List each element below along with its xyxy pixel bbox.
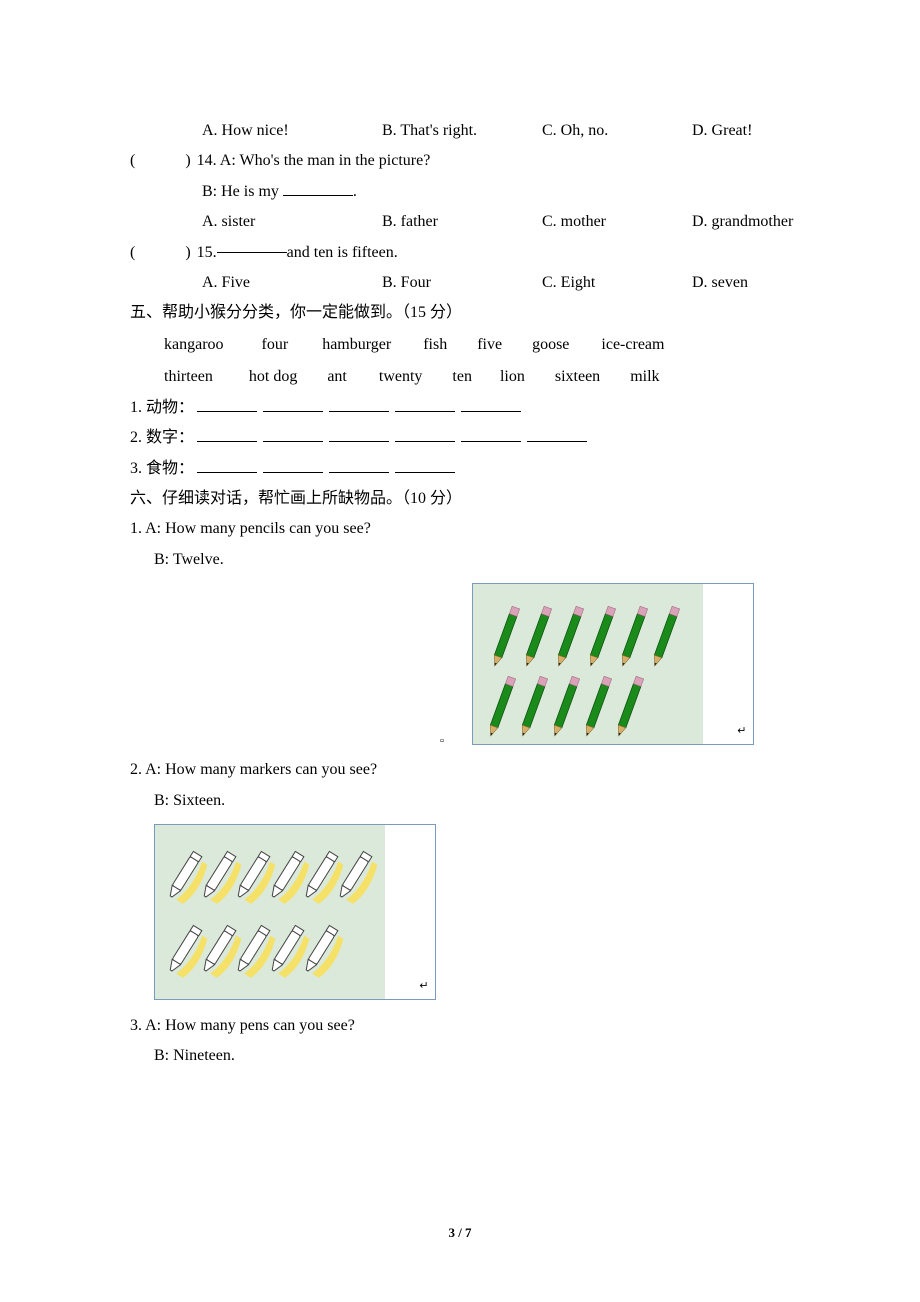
fill-blank[interactable]: [197, 457, 257, 472]
markers-svg: [155, 825, 435, 999]
section5: 五、帮助小猴分分类，你一定能做到。（15 分） kangaroo four hamb…: [130, 298, 800, 484]
page-number: 3 / 7: [0, 1221, 920, 1246]
q14-line1: ( ) 14. A: Who's the man in the picture?: [130, 146, 800, 176]
fill-blank[interactable]: [329, 396, 389, 411]
fill-blank[interactable]: [527, 427, 587, 442]
fill-blank[interactable]: [329, 457, 389, 472]
q15-suffix: and ten is fifteen.: [287, 238, 398, 268]
section6-title: 六、仔细读对话，帮忙画上所缺物品。（10 分）: [130, 484, 800, 514]
cat-animals: 1. 动物：: [130, 393, 800, 423]
word: four: [262, 329, 289, 361]
fill-blank[interactable]: [461, 427, 521, 442]
answer-blank[interactable]: [135, 238, 185, 268]
word: goose: [532, 329, 569, 361]
section5-title: 五、帮助小猴分分类，你一定能做到。（15 分）: [130, 298, 800, 328]
s6-q2-b: B: Sixteen.: [154, 786, 800, 816]
fill-blank[interactable]: [263, 427, 323, 442]
word: ice-cream: [601, 329, 664, 361]
cat1-label: 1. 动物：: [130, 399, 194, 416]
section6: 六、仔细读对话，帮忙画上所缺物品。（10 分） 1. A: How many p…: [130, 484, 800, 1072]
fill-blank[interactable]: [197, 396, 257, 411]
q14-line2-prefix: B: He is my: [202, 183, 283, 200]
page: A. How nice! B. That's right. C. Oh, no.…: [0, 0, 920, 1302]
word-row-1: kangaroo four hamburger fish five goose ice-cr…: [164, 329, 800, 361]
s6-q2-a: 2. A: How many markers can you see?: [130, 755, 800, 785]
cat-food: 3. 食物：: [130, 454, 800, 484]
fill-blank[interactable]: [263, 396, 323, 411]
word: lion: [500, 361, 525, 393]
word: twenty: [379, 361, 423, 393]
q14-opt-c: C. mother: [542, 207, 692, 237]
prev-opt-a: A. How nice!: [202, 116, 382, 146]
word: five: [477, 329, 502, 361]
word: thirteen: [164, 361, 213, 393]
q14: ( ) 14. A: Who's the man in the picture?…: [130, 146, 800, 237]
return-icon: ↵: [737, 721, 747, 742]
pencils-svg: [473, 584, 753, 744]
q15-opt-a: A. Five: [202, 268, 382, 298]
q15-options: A. Five B. Four C. Eight D. seven: [202, 268, 800, 298]
word: hamburger: [322, 329, 391, 361]
prev-opt-c: C. Oh, no.: [542, 116, 692, 146]
fill-blank[interactable]: [395, 457, 455, 472]
cat3-label: 3. 食物：: [130, 460, 194, 477]
word-box: kangaroo four hamburger fish five goose ice-cr…: [164, 329, 800, 393]
word: milk: [630, 361, 659, 393]
fill-blank[interactable]: [283, 180, 353, 195]
fill-blank[interactable]: [263, 457, 323, 472]
word: ten: [452, 361, 472, 393]
cat2-blanks: [194, 429, 590, 446]
q15-opt-d: D. seven: [692, 268, 748, 298]
markers-image: ↵: [154, 824, 436, 1000]
q14-opt-b: B. father: [382, 207, 542, 237]
fill-blank[interactable]: [329, 427, 389, 442]
pencils-image: ↵: [472, 583, 754, 745]
q14-options: A. sister B. father C. mother D. grandmo…: [202, 207, 800, 237]
q15-line1: ( ) 15. and ten is fifteen.: [130, 238, 800, 268]
return-icon: ↵: [419, 976, 429, 997]
word: fish: [423, 329, 447, 361]
q14-opt-d: D. grandmother: [692, 207, 793, 237]
word: sixteen: [555, 361, 600, 393]
word: hot dog: [249, 361, 297, 393]
q14-line2: B: He is my .: [202, 177, 800, 207]
answer-blank[interactable]: [135, 146, 185, 176]
q15-prefix: 15.: [197, 238, 217, 268]
q15-opt-b: B. Four: [382, 268, 542, 298]
cursor-icon: ▫: [440, 735, 444, 747]
s6-q3-a: 3. A: How many pens can you see?: [130, 1011, 800, 1041]
word: kangaroo: [164, 329, 224, 361]
word-row-2: thirteen hot dog ant twenty ten lion sixteen mi…: [164, 361, 800, 393]
q15: ( ) 15. and ten is fifteen. A. Five B. F…: [130, 238, 800, 299]
cat-numbers: 2. 数字：: [130, 423, 800, 453]
s6-q3-b: B: Nineteen.: [154, 1041, 800, 1071]
s6-q1-b: B: Twelve.: [154, 545, 800, 575]
fill-blank[interactable]: [395, 396, 455, 411]
fill-blank[interactable]: [395, 427, 455, 442]
prev-options-row: A. How nice! B. That's right. C. Oh, no.…: [202, 116, 800, 146]
cat1-blanks: [194, 399, 524, 416]
cat3-blanks: [194, 460, 458, 477]
q14-line2-suffix: .: [353, 183, 357, 200]
s6-q1-a: 1. A: How many pencils can you see?: [130, 514, 800, 544]
q14-prompt: 14. A: Who's the man in the picture?: [197, 146, 431, 176]
q15-opt-c: C. Eight: [542, 268, 692, 298]
fill-blank[interactable]: [197, 427, 257, 442]
word: ant: [327, 361, 347, 393]
fill-blank[interactable]: [461, 396, 521, 411]
prev-opt-d: D. Great!: [692, 116, 752, 146]
prev-opt-b: B. That's right.: [382, 116, 542, 146]
fill-blank[interactable]: [217, 238, 287, 253]
cat2-label: 2. 数字：: [130, 429, 194, 446]
q14-opt-a: A. sister: [202, 207, 382, 237]
